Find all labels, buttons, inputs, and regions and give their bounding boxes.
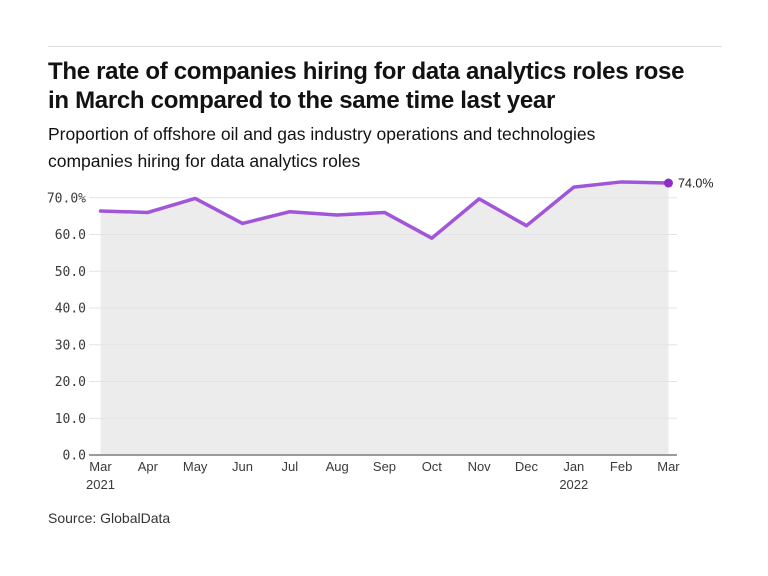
x-tick-label: Nov [468,459,492,474]
data-line [98,180,671,240]
line-chart-canvas: 0.0 10.0 20.0 30.0 40.0 50.0 60.0 70.0% Mar 2021 A… [47,177,714,492]
y-tick-label: 50.0 [55,265,86,280]
x-tick-label: Jun [232,459,253,474]
line-chart: 0.0 10.0 20.0 30.0 40.0 50.0 60.0 70.0% Mar 2021 A… [0,168,768,503]
source-credit: Source: GlobalData [48,510,171,526]
end-value-label: 74.0% [678,177,713,191]
chart-subtitle: Proportion of offshore oil and gas indus… [48,121,738,175]
x-tick-label: Jan [563,459,584,474]
chart-title-line-2: in March compared to the same time last … [48,87,555,114]
x-tick-label: Dec [515,459,539,474]
chart-title-line-1: The rate of companies hiring for data an… [48,58,685,85]
x-tick-label: Sep [373,459,396,474]
top-divider [48,46,722,47]
y-tick-label: 20.0 [55,375,86,390]
end-point-marker [663,178,673,188]
x-tick-label: Aug [326,459,349,474]
x-tick-label: Feb [610,459,632,474]
y-tick-label: 70.0% [47,191,86,206]
y-tick-label: 40.0 [55,302,86,317]
y-tick-label: 30.0 [55,338,86,353]
x-tick-label: Jul [282,459,299,474]
x-tick-label: Apr [138,459,159,474]
chart-area-fill [100,181,669,455]
x-tick-label: May [183,459,208,474]
x-tick-sublabel: 2022 [559,477,588,492]
chart-subtitle-line-2: companies hiring for data analytics role… [48,151,361,171]
y-tick-label: 10.0 [55,412,86,427]
y-tick-label: 0.0 [63,449,86,464]
x-tick-label: Mar [89,459,112,474]
chart-subtitle-line-1: Proportion of offshore oil and gas indus… [48,124,596,144]
x-tick-label: Mar [657,459,680,474]
chart-title: The rate of companies hiring for data an… [48,57,738,115]
x-tick-sublabel: 2021 [86,477,115,492]
x-tick-label: Oct [422,459,443,474]
y-tick-label: 60.0 [55,228,86,243]
